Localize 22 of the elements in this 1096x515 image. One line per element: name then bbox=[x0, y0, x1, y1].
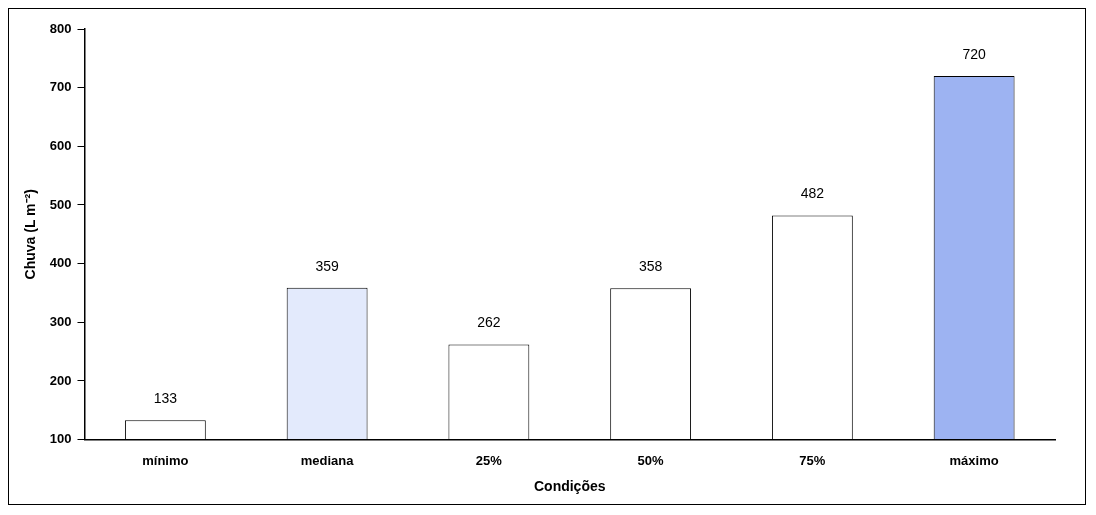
y-tick-label: 200 bbox=[49, 372, 72, 388]
x-tick-label: máximo bbox=[949, 452, 999, 468]
y-tick-label: 400 bbox=[49, 255, 72, 271]
x-tick-label: 25% bbox=[475, 452, 503, 468]
y-tick-label: 300 bbox=[49, 313, 72, 329]
data-label: 359 bbox=[315, 257, 340, 274]
data-label: 720 bbox=[962, 45, 987, 62]
data-label: 262 bbox=[477, 314, 501, 331]
x-tick-label: 50% bbox=[637, 452, 665, 468]
x-tick-label: mínimo bbox=[142, 452, 189, 468]
x-tick-label: mediana bbox=[300, 452, 355, 468]
x-tick-label: 75% bbox=[799, 452, 826, 468]
data-label: 358 bbox=[638, 258, 663, 275]
y-tick-label: 600 bbox=[49, 137, 72, 153]
data-label: 133 bbox=[153, 390, 178, 407]
data-label: 482 bbox=[800, 185, 825, 202]
y-axis-title: Chuva (L m⁻²) bbox=[22, 189, 39, 280]
y-tick-label: 500 bbox=[49, 196, 72, 212]
x-axis-title: Condições bbox=[533, 478, 606, 495]
y-tick-label: 100 bbox=[49, 431, 72, 447]
y-tick-label: 800 bbox=[49, 20, 72, 36]
y-tick-label: 700 bbox=[49, 79, 72, 95]
